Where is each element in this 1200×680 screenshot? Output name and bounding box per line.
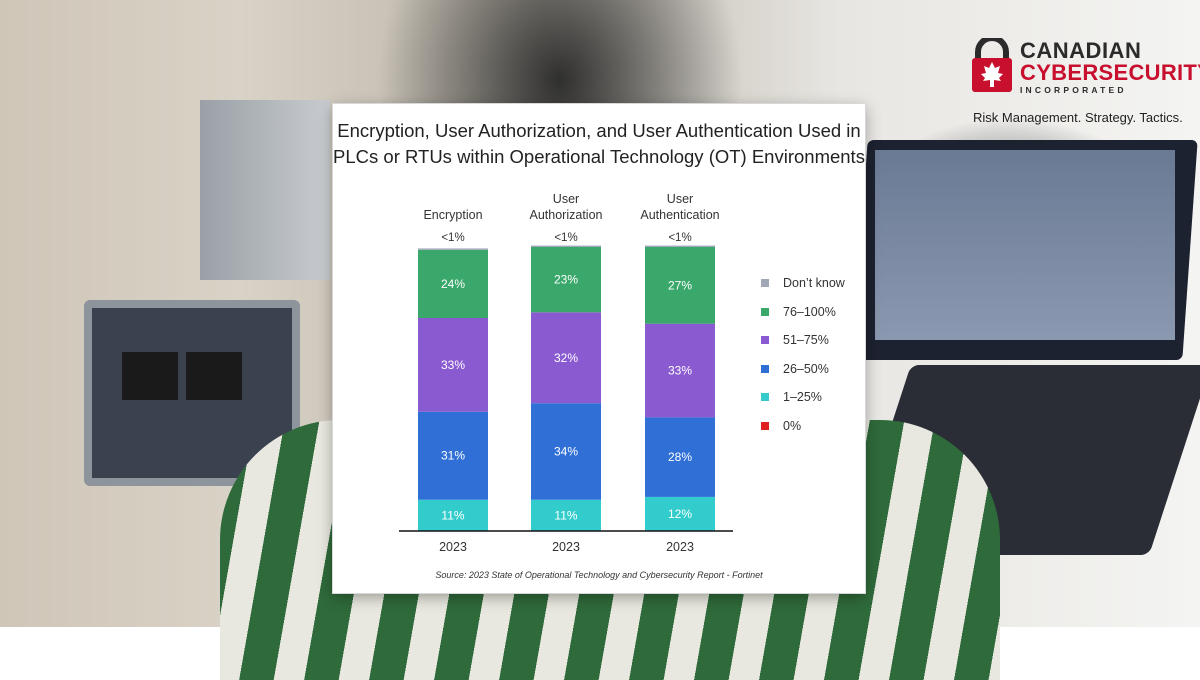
background-hmi-button-a <box>122 352 178 400</box>
bar-value-label: 31% <box>441 449 465 463</box>
x-tick-label: 2023 <box>666 540 694 554</box>
bar-top-label: <1% <box>441 232 464 244</box>
background-laptop-screen <box>875 150 1175 340</box>
legend-swatch <box>761 364 769 373</box>
stacked-bar-chart: 11% 31% 33% 24% <1% Encryption 2023 11% 34% 32% 23… <box>399 192 733 554</box>
bar-segment-3-5 <box>645 247 715 324</box>
source-note: Source: 2023 State of Operational Techno… <box>435 570 763 580</box>
logo-line-1: CANADIAN <box>1020 38 1142 63</box>
company-logo: CANADIAN CYBERSECURITY INCORPORATED <box>970 38 1200 128</box>
bar-segment-1-3 <box>418 411 488 500</box>
bar-segment-2-2 <box>531 499 601 531</box>
legend-label: Don’t know <box>783 276 845 290</box>
legend-label: 1–25% <box>783 390 822 405</box>
category-label: User <box>553 192 579 206</box>
background-hmi-button-b <box>186 352 242 400</box>
bar-segment-3-4 <box>645 323 715 418</box>
legend-swatch <box>761 279 769 287</box>
bar-value-label: 33% <box>441 358 465 372</box>
logo-line-3: INCORPORATED <box>1020 85 1127 95</box>
bar-segment-2-5 <box>531 247 601 313</box>
legend-label: 0% <box>783 419 802 433</box>
category-label: Authentication <box>640 208 719 222</box>
logo-line-2: CYBERSECURITY <box>1020 60 1200 85</box>
bar-value-label: 28% <box>668 450 692 464</box>
chart-title-line-1: Encryption, User Authorization, and User… <box>337 120 861 141</box>
bar-value-label: 11% <box>441 508 464 522</box>
tagline: Risk Management. Strategy. Tactics. <box>973 110 1183 125</box>
bar-segment-1-2 <box>418 499 488 531</box>
legend-swatch <box>761 307 769 316</box>
bar-value-label: 32% <box>554 351 578 365</box>
legend-swatch <box>761 336 769 345</box>
x-tick-label: 2023 <box>439 540 467 554</box>
category-label: Encryption <box>423 208 482 222</box>
bar-value-label: 12% <box>668 507 692 521</box>
chart-card: Encryption, User Authorization, and User… <box>333 104 865 593</box>
bar-segment-2-3 <box>531 403 601 500</box>
bar-value-label: 11% <box>554 508 577 522</box>
bar-value-label: 34% <box>554 444 578 458</box>
legend-swatch <box>761 393 769 402</box>
legend-label: 51–75% <box>783 333 829 348</box>
chart-title: Encryption, User Authorization, and User… <box>333 118 865 170</box>
bar-value-label: 33% <box>668 364 692 378</box>
chart-title-line-2: PLCs or RTUs within Operational Technolo… <box>333 146 865 167</box>
x-tick-label: 2023 <box>552 540 580 554</box>
bar-segment-3-2 <box>645 496 715 531</box>
bar-segment-1-6 <box>418 248 488 250</box>
bar-segment-1-4 <box>418 318 488 412</box>
bar-segment-2-4 <box>531 312 601 404</box>
category-label: Authorization <box>530 208 603 222</box>
legend-swatch <box>761 422 769 430</box>
maple-leaf-lock-icon <box>972 38 1012 92</box>
bar-top-label: <1% <box>668 232 691 244</box>
bar-value-label: 24% <box>441 277 465 291</box>
bar-segment-3-6 <box>645 245 715 247</box>
background-plc-rack <box>200 100 330 280</box>
bar-segment-3-3 <box>645 417 715 497</box>
bar-segment-1-5 <box>418 249 488 318</box>
bar-value-label: 27% <box>668 278 692 292</box>
category-label: User <box>667 192 693 206</box>
legend-label: 26–50% <box>783 361 829 376</box>
bar-segment-2-6 <box>531 245 601 247</box>
legend-label: 76–100% <box>783 304 836 319</box>
bar-top-label: <1% <box>554 232 577 244</box>
bar-value-label: 23% <box>554 273 578 287</box>
